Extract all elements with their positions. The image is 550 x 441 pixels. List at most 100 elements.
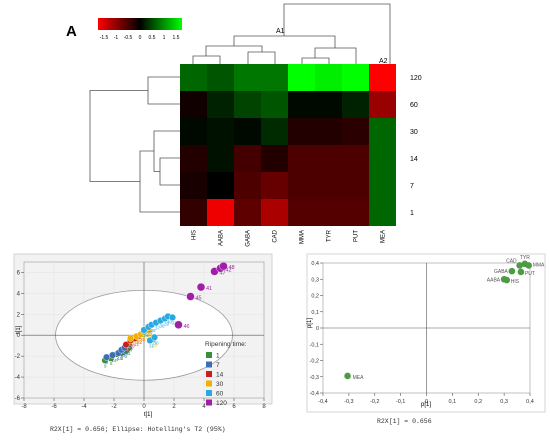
loading-point: [525, 262, 533, 269]
score-point-label: 20: [130, 343, 136, 348]
heatmap-cell: [207, 145, 234, 172]
y-tick-label: -2: [15, 354, 21, 360]
heatmap-cell: [234, 199, 261, 226]
x-tick-label: 0: [142, 404, 146, 410]
heatmap-cell: [342, 91, 369, 118]
score-point-label: 39: [164, 321, 170, 326]
heatmap-cell: [261, 118, 288, 145]
heatmap-cell: [234, 91, 261, 118]
heatmap-cell: [261, 172, 288, 199]
score-point-label: 35: [148, 330, 154, 335]
score-point-label: 46: [184, 324, 190, 330]
heatmap-cell: [342, 64, 369, 91]
heatmap-cell: [342, 118, 369, 145]
score-point-label: 17: [128, 348, 134, 353]
cluster-label-a2: A2: [379, 58, 388, 65]
score-point-label: 23: [140, 337, 146, 342]
row-label: 120: [410, 75, 422, 82]
x-tick-label: -0,3: [344, 399, 353, 405]
loading-point-label: HIS: [511, 279, 520, 285]
score-point-label: 37: [155, 326, 161, 331]
score-point-label: 1: [128, 351, 131, 356]
heatmap-cell: [180, 199, 207, 226]
score-x-label: t[1]: [144, 412, 153, 418]
score-point-label: 47: [220, 270, 226, 276]
row-label: 1: [410, 210, 414, 217]
y-tick-label: 4: [17, 291, 21, 297]
x-tick-label: -4: [81, 404, 87, 410]
colorbar-tick: -0.5: [124, 35, 133, 41]
heatmap-cell: [261, 199, 288, 226]
legend-label: 14: [216, 372, 224, 379]
column-label: MMA: [300, 230, 306, 244]
y-tick-label: -4: [15, 375, 21, 381]
heatmap-cell: [369, 145, 396, 172]
colorbar-tick: -1.5: [100, 35, 109, 41]
loading-x-label: p[1]: [421, 402, 431, 408]
colorbar-tick: 1.5: [173, 35, 180, 41]
score-footer: R2X[1] = 0.656; Ellipse: Hotelling's T2 …: [50, 426, 226, 433]
x-tick-label: 8: [262, 404, 266, 410]
score-point-label: 13: [121, 353, 127, 358]
column-label: PUT: [354, 230, 360, 242]
score-point-label: 34: [143, 333, 149, 338]
y-tick-label: -6: [15, 396, 21, 402]
legend-swatch: [206, 371, 212, 377]
legend-swatch: [206, 380, 212, 387]
heatmap-cell: [180, 91, 207, 118]
loading-point-label: MEA: [353, 375, 365, 381]
heatmap-cell: [288, 199, 315, 226]
legend-title: Ripening time:: [205, 341, 247, 348]
panel-a-label: A: [66, 23, 77, 40]
heatmap-cell: [342, 172, 369, 199]
heatmap-cell: [234, 118, 261, 145]
column-label: TYR: [327, 229, 333, 242]
loading-point-label: MMA: [533, 262, 545, 268]
score-point-label: 48: [229, 265, 235, 271]
x-tick-label: 0,1: [449, 399, 457, 405]
loading-point: [344, 372, 351, 380]
heatmap-cell: [261, 145, 288, 172]
loading-point: [517, 268, 525, 276]
x-tick-label: 0,4: [526, 399, 534, 405]
heatmap-cell: [315, 172, 342, 199]
x-tick-label: -2: [111, 404, 117, 410]
heatmap-cell: [234, 64, 261, 91]
heatmap-cell: [288, 145, 315, 172]
score-legend: Ripening time: 1 7 14 30 60 120: [205, 341, 247, 407]
y-tick-label: -0,4: [310, 391, 319, 397]
loading-point: [503, 276, 511, 284]
heatmap-cell: [369, 172, 396, 199]
score-point-label: 38: [160, 324, 166, 329]
legend-swatch: [206, 390, 212, 396]
heatmap-cell: [315, 199, 342, 226]
heatmap-cell: [207, 118, 234, 145]
row-dendrogram: [89, 76, 180, 213]
heatmap-cell: [315, 118, 342, 145]
colorbar-ticks: -1.5 -1 -0.5 0 0.5 1 1.5: [100, 35, 180, 41]
score-point-label: 33: [172, 320, 178, 325]
x-tick-label: 6: [232, 404, 236, 410]
row-label: 7: [410, 183, 414, 190]
legend-items: 1 7 14 30 60 120: [206, 352, 227, 407]
x-tick-label: 0: [425, 399, 428, 405]
heatmap-cell: [288, 118, 315, 145]
legend-swatch: [206, 399, 212, 406]
heatmap-cell: [369, 118, 396, 145]
score-point: [122, 341, 130, 349]
cluster-label-a1: A1: [276, 28, 285, 35]
legend-label: 120: [216, 400, 227, 407]
heatmap-row-labels: 120 60 30 14 7 1: [410, 75, 422, 217]
heatmap-cell: [180, 118, 207, 145]
heatmap-cell: [288, 172, 315, 199]
score-point-label: 4: [116, 357, 119, 362]
loading-point-label: TYR: [520, 255, 530, 261]
heatmap-cell: [288, 91, 315, 118]
loading-plot-axes: -0,4 -0,3 -0,2 -0,1 0 0,1 0,2 0,3 0,4 0,4 0,3 0,2 0,…: [310, 261, 534, 405]
score-point-label: 22: [137, 339, 143, 344]
x-tick-label: 4: [202, 404, 206, 410]
x-tick-label: -0,1: [396, 399, 405, 405]
x-tick-label: -8: [21, 404, 27, 410]
